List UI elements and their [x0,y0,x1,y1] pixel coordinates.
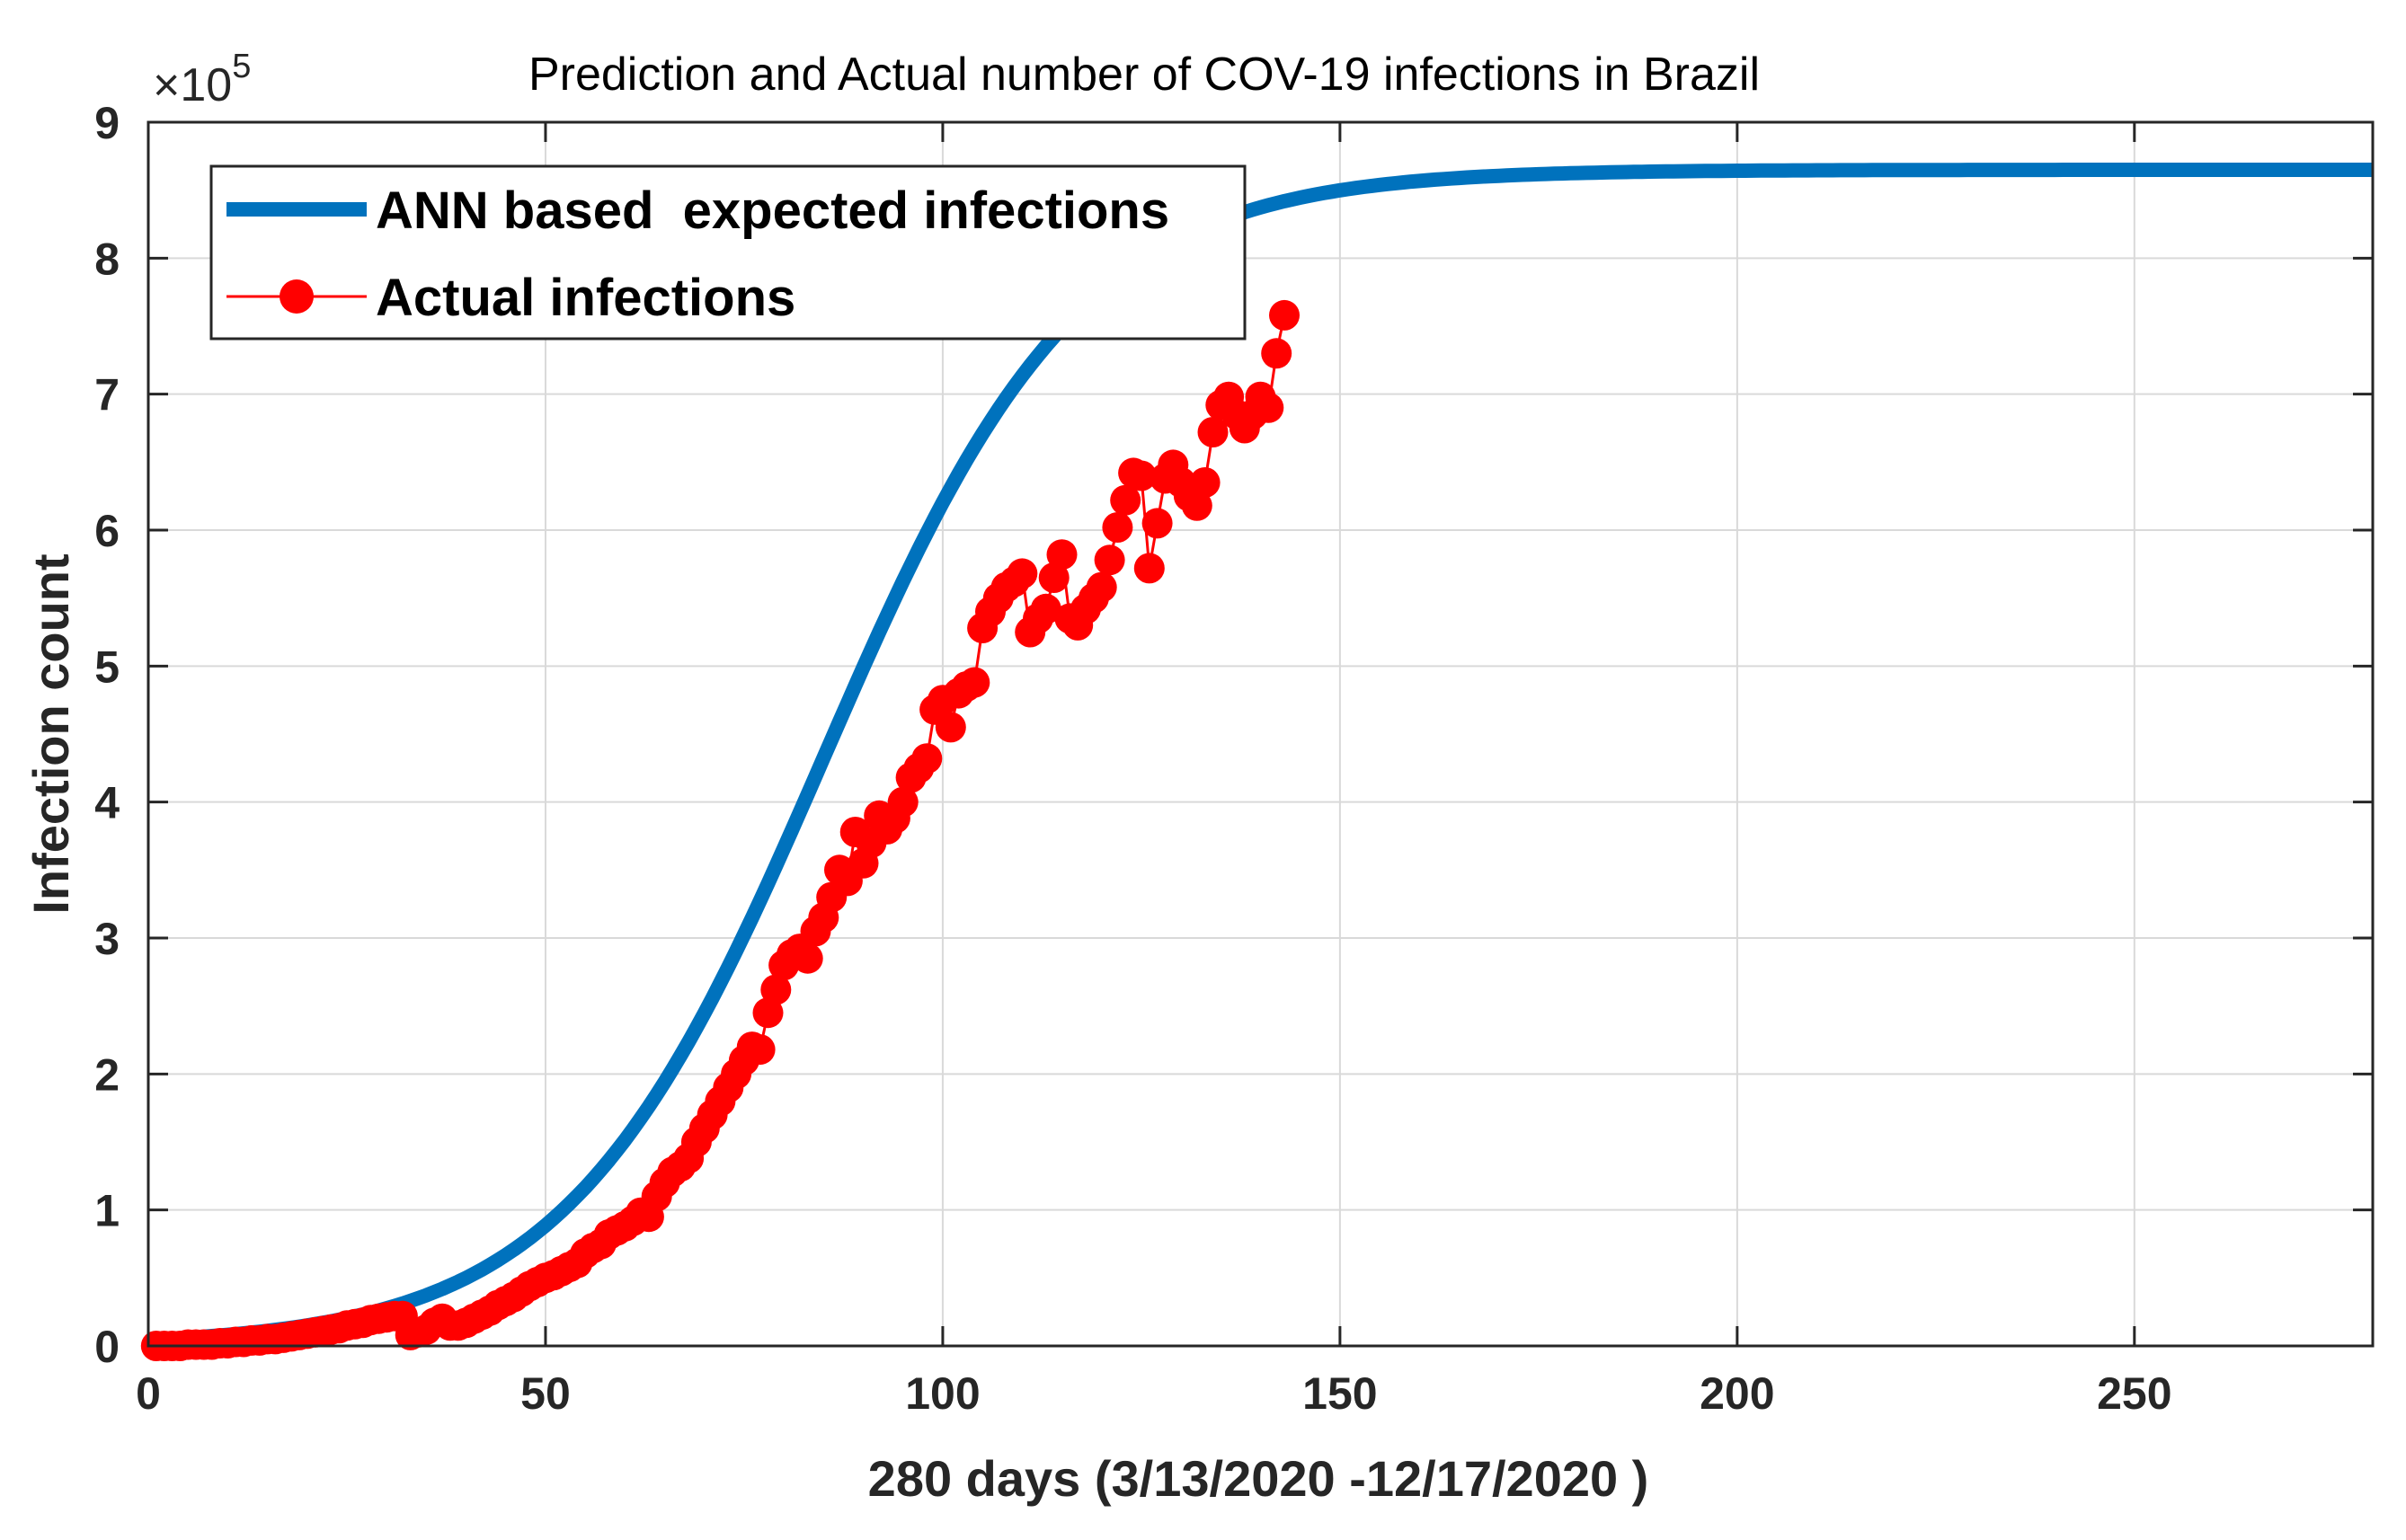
actual-infection-point [792,943,823,974]
y-axis-ticks: 0 1 2 3 4 5 6 7 8 9 [94,98,2373,1372]
actual-infection-point [1086,571,1117,603]
actual-infection-point [959,667,990,698]
x-tick-label: 100 [905,1368,980,1419]
legend-ann-label: ANN based expected infections [376,181,1169,240]
y-axis-label: Infection count [22,553,79,914]
actual-infection-point [1181,490,1212,521]
actual-infection-point [1189,467,1221,498]
ann-expected-line [155,163,2373,1347]
y-tick-label: 8 [94,234,120,284]
x-tick-label: 200 [1700,1368,1774,1419]
actual-infection-point [1269,299,1300,331]
x-tick-label: 250 [2097,1368,2171,1419]
legend-actual-swatch-marker [280,279,314,314]
x-tick-label: 0 [136,1368,161,1419]
y-tick-label: 0 [94,1322,120,1372]
y-tick-label: 2 [94,1049,120,1100]
legend-box [209,164,1247,341]
axes-box [146,120,2375,1348]
actual-infection-point [1102,512,1133,543]
y-multiplier-base: ×10 [153,59,232,111]
actual-infection-point [760,974,792,1005]
actual-infection-point [1038,562,1070,593]
actual-infection-point [1007,558,1038,589]
legend-actual-label: Actual infections [376,269,795,327]
y-tick-label: 6 [94,506,120,556]
actual-infection-point [1261,338,1292,369]
y-tick-label: 5 [94,642,120,692]
actual-infection-point [911,743,943,774]
y-tick-label: 1 [94,1186,120,1236]
y-tick-label: 3 [94,914,120,964]
actual-infection-point [744,1034,776,1066]
actual-infection-point [1253,392,1284,423]
series-ann-line [155,163,2373,1347]
actual-infection-point [1141,508,1173,539]
actual-infection-point [1133,553,1165,584]
legend: ANN based expected infections Actual inf… [209,164,1247,341]
y-multiplier-exponent: 5 [232,48,251,85]
actual-infection-point [1125,460,1157,491]
y-tick-label: 7 [94,370,120,420]
actual-infection-point [887,786,919,818]
actual-infection-point [1046,539,1078,571]
y-tick-label: 4 [94,778,120,828]
actual-infection-point [1094,544,1125,576]
x-axis-ticks: 0 50 100 150 200 250 [136,122,2172,1419]
x-axis-label: 280 days (3/13/2020 -12/17/2020 ) [868,1450,1649,1507]
actual-infection-point [1030,593,1061,624]
actual-infection-point [1110,484,1141,516]
y-tick-label: 9 [94,98,120,148]
actual-infection-point [752,997,784,1029]
x-tick-label: 50 [520,1368,571,1419]
y-multiplier: ×105 [153,48,251,111]
actual-infection-point [935,712,966,743]
chart-title: Prediction and Actual number of COV-19 i… [528,49,1760,101]
actual-infection-point [1197,417,1229,447]
x-tick-label: 150 [1302,1368,1377,1419]
